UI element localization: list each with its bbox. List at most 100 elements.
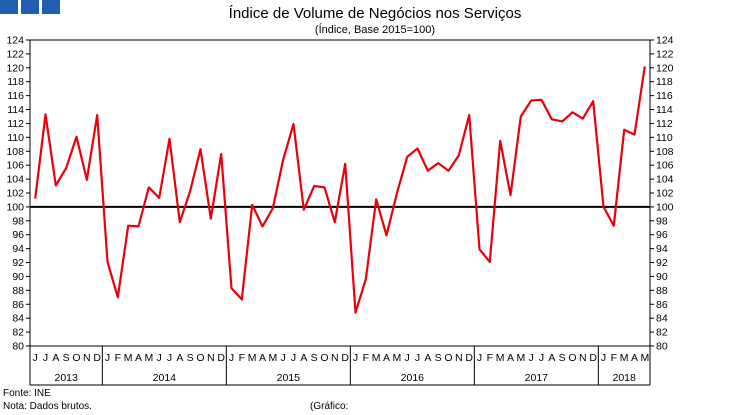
y-tick-label-right: 84 (656, 313, 668, 325)
y-tick-label-left: 124 (6, 35, 24, 47)
month-tick-label: M (144, 352, 153, 364)
y-tick-label-right: 122 (656, 48, 674, 60)
month-tick-label: S (187, 352, 194, 364)
chart-title: Índice de Volume de Negócios nos Serviço… (228, 5, 522, 22)
month-tick-label: A (383, 352, 390, 364)
month-tick-label: M (268, 352, 277, 364)
y-tick-label-right: 100 (656, 201, 674, 213)
month-tick-label: N (207, 352, 215, 364)
month-tick-label: M (124, 352, 133, 364)
month-tick-label: J (529, 352, 534, 364)
data-note: Nota: Dados brutos. (3, 401, 92, 412)
month-tick-label: J (43, 352, 48, 364)
year-label: 2016 (401, 372, 425, 384)
month-tick-label: A (548, 352, 555, 364)
month-tick-label: O (196, 352, 204, 364)
month-tick-label: M (372, 352, 381, 364)
month-tick-label: J (281, 352, 286, 364)
month-tick-label: F (363, 352, 369, 364)
y-tick-label-right: 124 (656, 35, 674, 47)
y-tick-label-right: 118 (656, 76, 673, 88)
y-tick-label-right: 96 (656, 229, 668, 241)
y-tick-label-left: 92 (12, 257, 24, 269)
y-tick-label-right: 80 (656, 341, 668, 353)
month-tick-label: D (465, 352, 473, 364)
chart-subtitle: (Índice, Base 2015=100) (314, 24, 436, 36)
month-tick-label: J (167, 352, 172, 364)
y-tick-label-right: 82 (656, 327, 668, 339)
y-tick-label-right: 88 (656, 285, 668, 297)
y-tick-label-left: 90 (12, 271, 24, 283)
month-tick-label: F (487, 352, 493, 364)
year-label: 2014 (153, 372, 177, 384)
month-tick-label: A (631, 352, 638, 364)
month-tick-label: J (405, 352, 410, 364)
month-tick-label: O (320, 352, 328, 364)
month-tick-label: S (435, 352, 442, 364)
year-label: 2018 (612, 372, 636, 384)
y-tick-label-left: 96 (12, 229, 24, 241)
month-tick-label: J (601, 352, 606, 364)
month-tick-label: M (516, 352, 525, 364)
month-tick-label: D (589, 352, 597, 364)
source-note: Fonte: INE (3, 388, 51, 399)
y-tick-label-right: 112 (656, 118, 673, 130)
month-tick-label: O (444, 352, 452, 364)
month-tick-label: N (455, 352, 463, 364)
month-tick-label: D (341, 352, 349, 364)
month-tick-label: S (311, 352, 318, 364)
series-line (34, 66, 646, 314)
year-label: 2015 (277, 372, 301, 384)
y-tick-label-right: 120 (656, 62, 674, 74)
logo-block (42, 0, 60, 14)
y-tick-label-left: 100 (6, 201, 24, 213)
y-tick-label-left: 110 (7, 132, 24, 144)
y-tick-label-left: 120 (6, 62, 24, 74)
month-tick-label: J (157, 352, 162, 364)
y-tick-label-left: 122 (6, 48, 24, 60)
month-tick-label: J (291, 352, 296, 364)
month-tick-label: S (559, 352, 566, 364)
y-tick-label-right: 108 (656, 146, 674, 158)
month-tick-label: O (72, 352, 80, 364)
month-tick-label: A (52, 352, 59, 364)
month-tick-label: A (135, 352, 142, 364)
month-tick-label: A (507, 352, 514, 364)
y-tick-label-right: 92 (656, 257, 668, 269)
y-tick-label-left: 98 (12, 215, 24, 227)
y-tick-label-left: 106 (6, 160, 24, 172)
ine-logo (0, 0, 60, 14)
y-tick-label-left: 88 (12, 285, 24, 297)
y-tick-label-left: 86 (12, 299, 24, 311)
month-tick-label: J (353, 352, 358, 364)
y-tick-label-right: 98 (656, 215, 668, 227)
month-tick-label: J (539, 352, 544, 364)
y-tick-label-left: 102 (6, 188, 24, 200)
month-tick-label: D (93, 352, 101, 364)
month-tick-label: O (568, 352, 576, 364)
y-tick-label-right: 94 (656, 243, 668, 255)
month-tick-label: F (239, 352, 245, 364)
y-tick-label-left: 114 (7, 104, 24, 116)
logo-block (0, 0, 18, 14)
y-tick-label-left: 84 (12, 313, 24, 325)
y-tick-label-left: 80 (12, 341, 24, 353)
month-tick-label: M (640, 352, 649, 364)
month-tick-label: J (477, 352, 482, 364)
month-tick-label: J (229, 352, 234, 364)
y-tick-label-left: 94 (12, 243, 24, 255)
month-tick-label: F (115, 352, 121, 364)
month-tick-label: N (579, 352, 587, 364)
month-tick-label: N (83, 352, 91, 364)
month-tick-label: N (331, 352, 339, 364)
y-tick-label-right: 110 (656, 132, 673, 144)
y-tick-label-left: 118 (7, 76, 24, 88)
month-tick-label: J (33, 352, 38, 364)
month-tick-label: M (620, 352, 629, 364)
month-tick-label: J (105, 352, 110, 364)
month-tick-label: A (259, 352, 266, 364)
y-tick-label-right: 106 (656, 160, 674, 172)
month-tick-label: M (496, 352, 505, 364)
logo-block (21, 0, 39, 14)
